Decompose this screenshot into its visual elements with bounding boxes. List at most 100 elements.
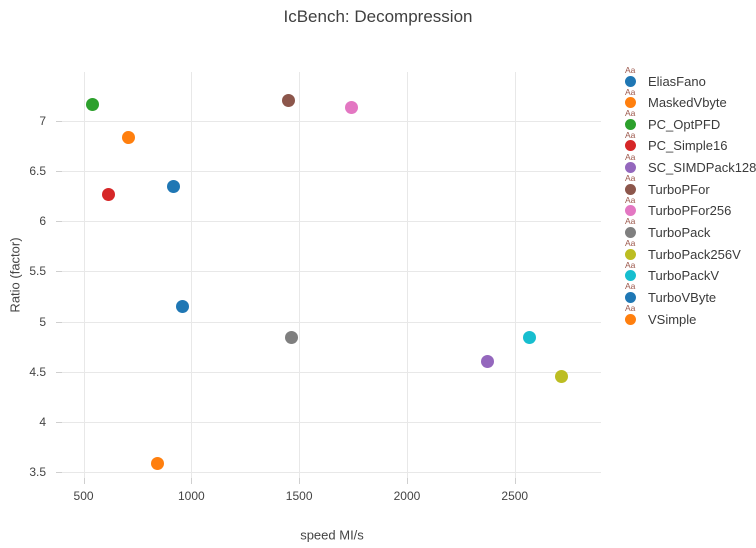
x-tick-label: 500 bbox=[73, 489, 94, 503]
data-point-TurboPackV[interactable] bbox=[523, 331, 537, 345]
legend-marker-overlay-text: Aa bbox=[625, 86, 636, 97]
legend-marker-overlay-text: Aa bbox=[625, 151, 636, 162]
legend-row: TurboPFor bbox=[624, 181, 754, 197]
legend-row: PC_Simple16 bbox=[624, 139, 754, 152]
legend-label: TurboPFor256 bbox=[648, 203, 732, 219]
x-tick-mark bbox=[514, 478, 516, 484]
data-point-VSimple[interactable] bbox=[122, 130, 136, 144]
x-tick-label: 2500 bbox=[501, 489, 529, 503]
legend-item-MaskedVbyte[interactable]: Aa MaskedVbyte bbox=[624, 86, 754, 111]
chart-title: IcBench: Decompression bbox=[283, 7, 473, 26]
y-tick-label: 6 bbox=[39, 214, 46, 229]
legend-item-EliasFano[interactable]: Aa EliasFano bbox=[624, 66, 754, 88]
legend-label: TurboPack bbox=[648, 224, 711, 240]
x-tick-label: 2000 bbox=[393, 489, 421, 503]
x-tick-label: 1000 bbox=[178, 489, 205, 503]
legend-row: SC_SIMDPack128 bbox=[624, 160, 756, 176]
legend-row: TurboPFor256 bbox=[624, 203, 754, 219]
legend-item-TurboPFor[interactable]: Aa TurboPFor bbox=[624, 174, 754, 196]
legend-marker bbox=[625, 97, 636, 109]
legend-label: TurboPackV bbox=[648, 268, 720, 284]
legend-marker bbox=[625, 291, 636, 303]
y-gridline bbox=[62, 271, 601, 273]
x-tick-label: 1500 bbox=[285, 489, 313, 503]
data-point-EliasFano[interactable] bbox=[166, 179, 180, 193]
legend-row: TurboPackV bbox=[624, 268, 754, 284]
data-point-MaskedVbyte[interactable] bbox=[151, 457, 165, 471]
y-gridline bbox=[62, 221, 601, 223]
y-tick-label: 5.5 bbox=[29, 264, 46, 279]
y-tick-mark bbox=[56, 271, 62, 273]
data-point-PC_Simple16[interactable] bbox=[101, 187, 115, 201]
y-axis-title: Ratio (factor) bbox=[7, 237, 23, 313]
legend-marker bbox=[625, 75, 636, 87]
legend-item-TurboVByte[interactable]: Aa TurboVByte bbox=[624, 282, 754, 304]
data-point-PC_OptPFD[interactable] bbox=[85, 97, 99, 111]
legend-label: TurboPFor bbox=[648, 181, 710, 197]
x-tick-mark bbox=[299, 478, 301, 484]
y-gridline bbox=[62, 421, 601, 423]
legend-row: PC_OptPFD bbox=[624, 118, 754, 131]
legend-item-VSimple[interactable]: Aa VSimple bbox=[624, 304, 754, 326]
data-point-TurboVByte[interactable] bbox=[176, 300, 190, 314]
y-gridline bbox=[62, 321, 601, 323]
legend-marker-overlay-text: Aa bbox=[625, 108, 636, 119]
legend-item-TurboPFor256[interactable]: Aa TurboPFor256 bbox=[624, 194, 754, 219]
legend-marker bbox=[625, 205, 636, 217]
legend-marker bbox=[625, 183, 636, 195]
y-tick-mark bbox=[56, 221, 62, 223]
x-axis-title: speed MI/s bbox=[300, 527, 364, 543]
y-gridline bbox=[62, 471, 601, 473]
legend-label: VSimple bbox=[648, 311, 697, 327]
x-tick-mark bbox=[83, 478, 85, 484]
y-tick-label: 3.5 bbox=[29, 464, 46, 479]
data-point-TurboPFor256[interactable] bbox=[345, 100, 359, 114]
y-gridline bbox=[62, 171, 601, 173]
legend-label: SC_SIMDPack128 bbox=[648, 160, 756, 176]
legend-marker bbox=[625, 118, 636, 130]
legend-row: TurboPack bbox=[624, 224, 754, 240]
legend-marker bbox=[625, 140, 636, 152]
legend-marker-overlay-text: Aa bbox=[625, 194, 636, 205]
legend-marker-overlay-text: Aa bbox=[625, 259, 636, 270]
x-tick-mark bbox=[406, 478, 408, 484]
legend-item-TurboPackV[interactable]: Aa TurboPackV bbox=[624, 259, 754, 284]
legend-item-TurboPack256V[interactable]: Aa TurboPack256V bbox=[624, 239, 754, 261]
y-tick-label: 5 bbox=[39, 314, 46, 329]
legend-marker bbox=[625, 162, 636, 174]
legend: Aa EliasFano Aa MaskedVbyte Aa PC_OptPFD Aa PC_… bbox=[624, 66, 756, 326]
legend-row: TurboPack256V bbox=[624, 248, 754, 261]
legend-marker bbox=[625, 248, 636, 260]
legend-marker bbox=[625, 270, 636, 282]
x-gridline bbox=[514, 72, 516, 478]
y-tick-label: 6.5 bbox=[29, 164, 46, 179]
legend-item-PC_Simple16[interactable]: Aa PC_Simple16 bbox=[624, 129, 754, 153]
legend-label: EliasFano bbox=[648, 73, 706, 89]
legend-item-TurboPack[interactable]: Aa TurboPack bbox=[624, 217, 754, 239]
y-tick-mark bbox=[56, 171, 62, 173]
x-gridline bbox=[83, 72, 85, 478]
data-point-TurboPFor[interactable] bbox=[281, 93, 295, 107]
y-tick-mark bbox=[56, 321, 62, 323]
legend-label: TurboVByte bbox=[648, 289, 717, 305]
x-gridline bbox=[299, 72, 301, 478]
y-tick-label: 4 bbox=[39, 414, 46, 429]
y-gridline bbox=[62, 371, 601, 373]
data-point-TurboPack[interactable] bbox=[285, 331, 299, 345]
legend-marker-overlay-text: Aa bbox=[625, 216, 636, 227]
legend-row: EliasFano bbox=[624, 73, 754, 89]
data-point-TurboPack256V[interactable] bbox=[554, 370, 568, 384]
legend-item-PC_OptPFD[interactable]: Aa PC_OptPFD bbox=[624, 109, 754, 131]
x-tick-mark bbox=[191, 478, 193, 484]
data-point-SC_SIMDPack128[interactable] bbox=[481, 355, 495, 369]
legend-label: MaskedVbyte bbox=[648, 95, 727, 111]
y-tick-label: 4.5 bbox=[29, 364, 46, 379]
legend-marker-overlay-text: Aa bbox=[625, 281, 636, 292]
legend-marker-overlay-text: Aa bbox=[625, 129, 636, 140]
y-tick-mark bbox=[56, 421, 62, 423]
legend-item-SC_SIMDPack128[interactable]: Aa SC_SIMDPack128 bbox=[624, 151, 756, 176]
x-gridline bbox=[191, 72, 193, 478]
legend-marker-overlay-text: Aa bbox=[625, 303, 636, 314]
y-gridline bbox=[62, 121, 601, 123]
